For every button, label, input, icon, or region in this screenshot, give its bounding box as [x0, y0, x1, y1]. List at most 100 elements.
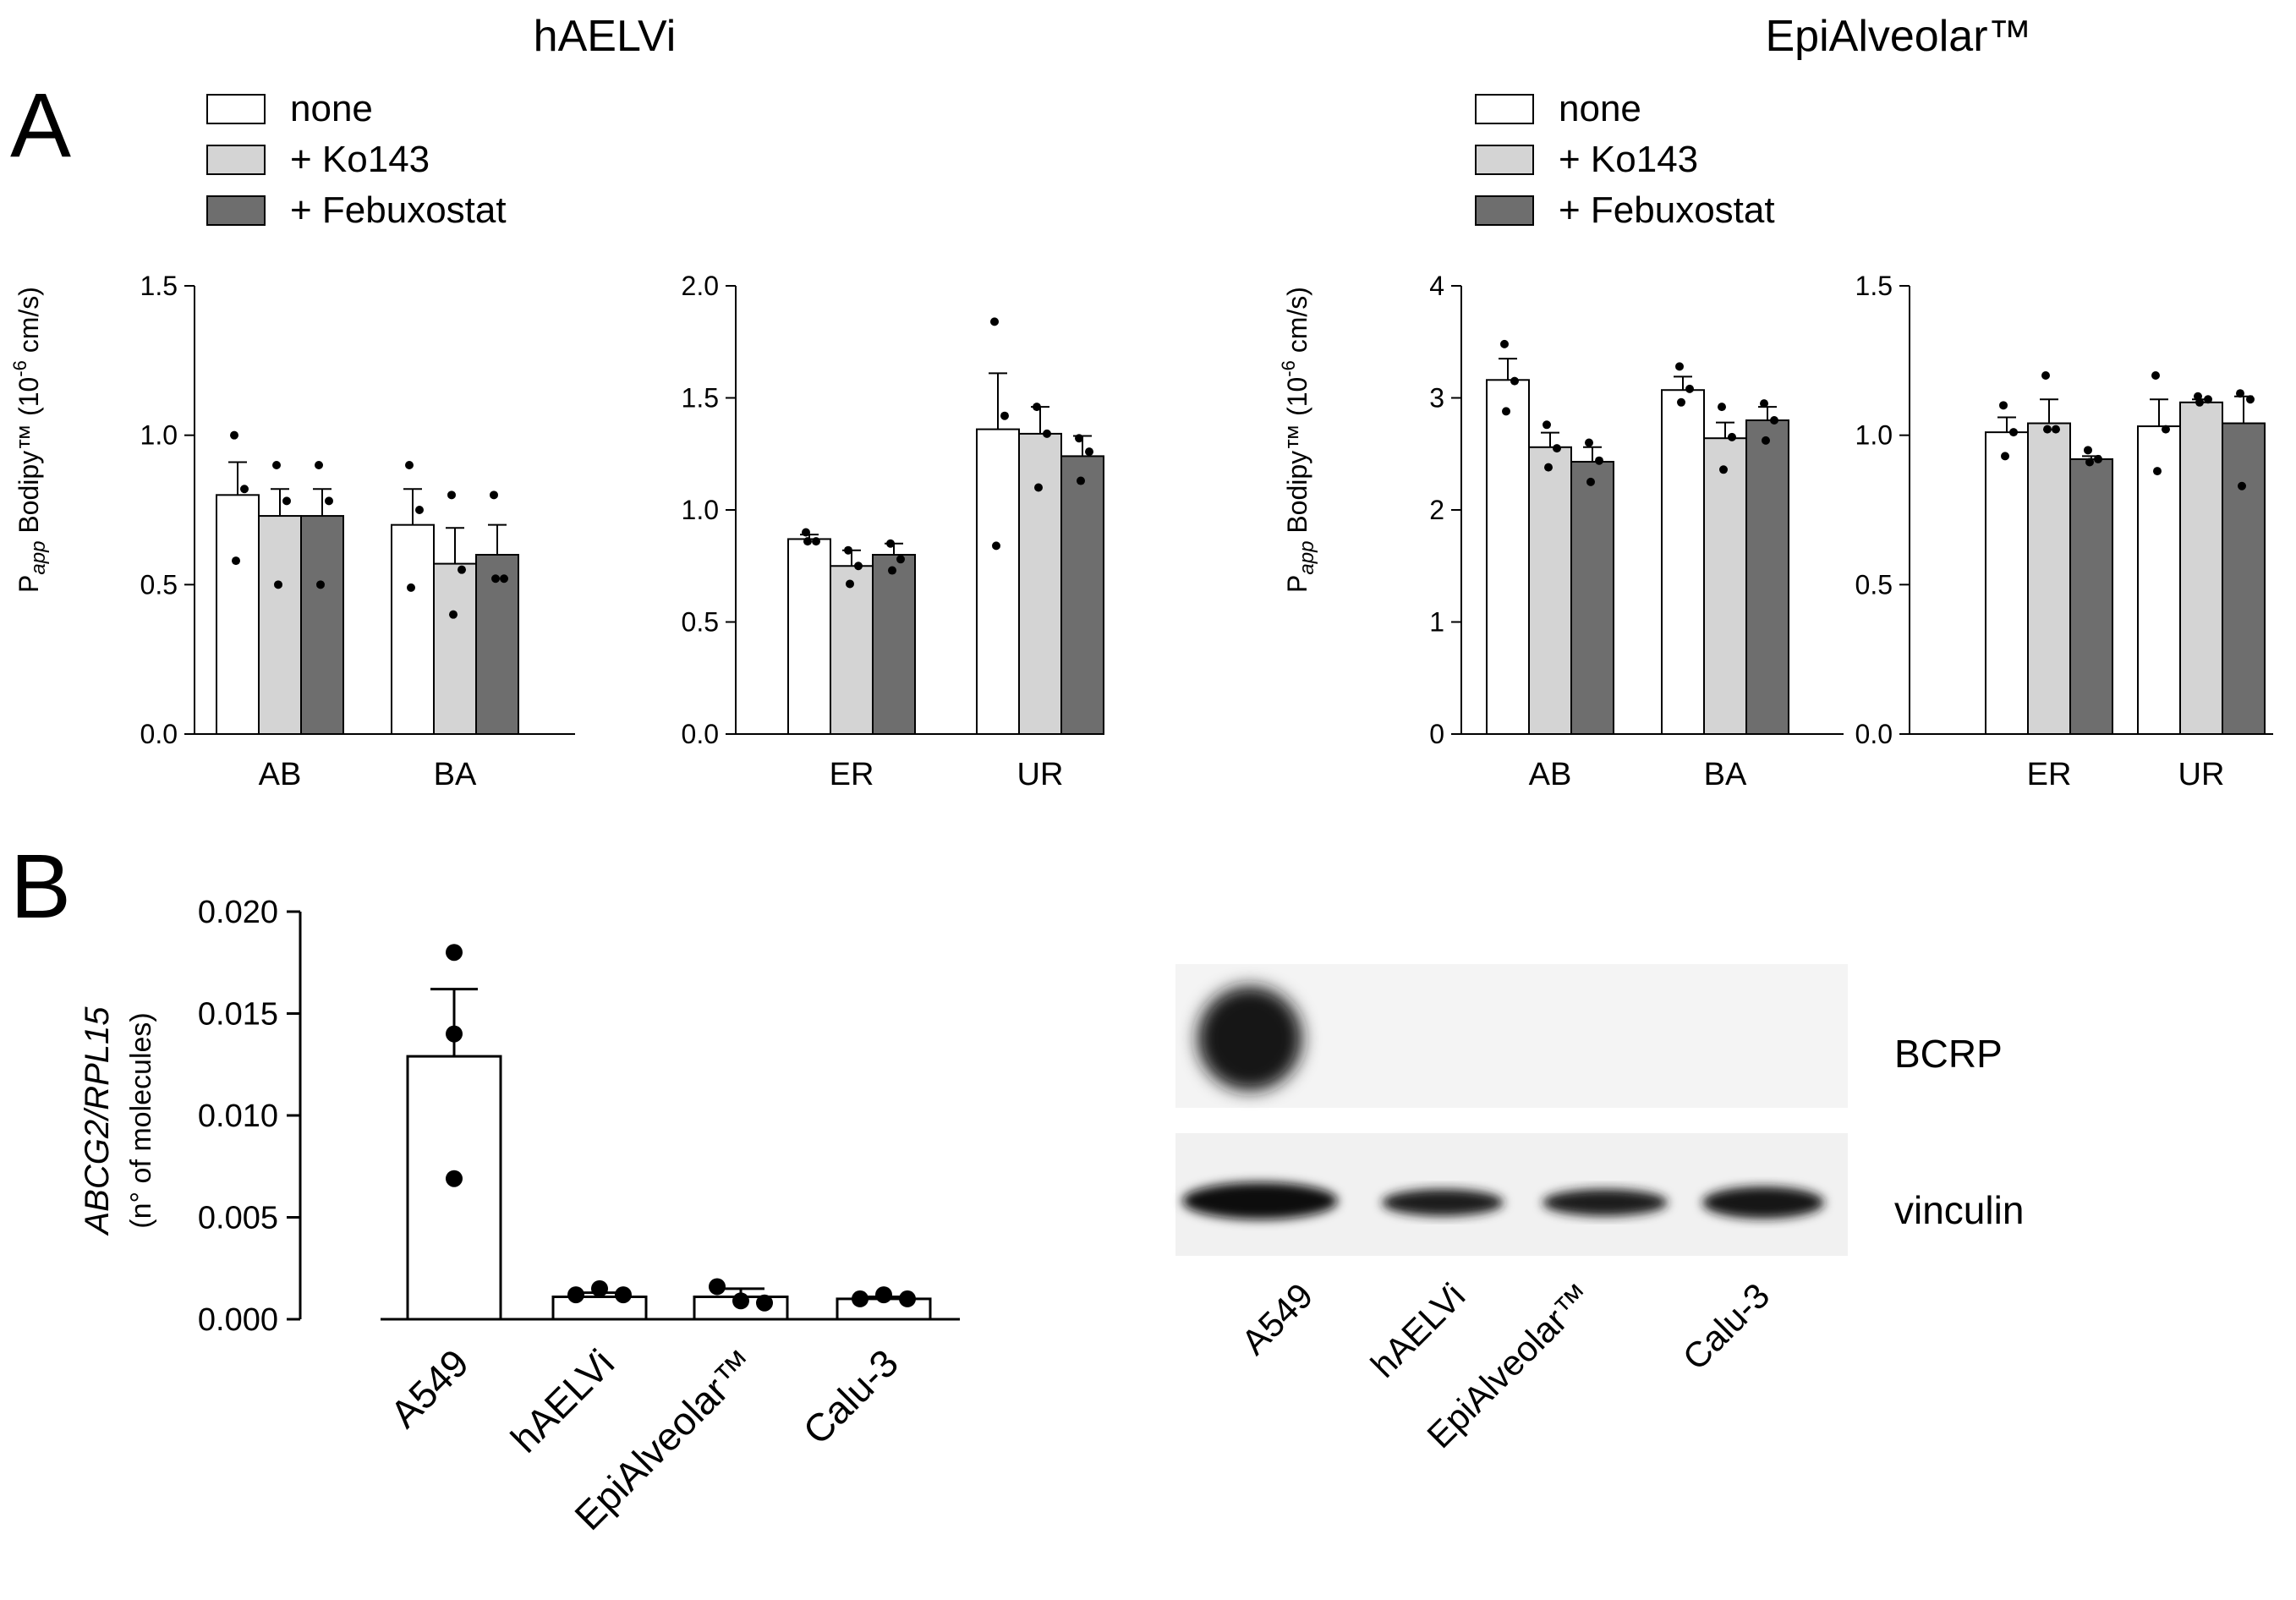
x-tick-label-b-0: A549 — [381, 1340, 477, 1436]
y-tick-label: 1.0 — [140, 420, 178, 451]
lane-label-a549: A549 — [1234, 1275, 1321, 1362]
data-point — [2094, 454, 2102, 463]
data-point — [2236, 389, 2244, 398]
data-point — [1675, 362, 1684, 371]
panel-label-b: B — [10, 835, 71, 937]
data-point — [230, 430, 238, 440]
y-tick-label: 3 — [1429, 383, 1444, 414]
legend-swatch-left-1 — [206, 145, 266, 175]
data-point — [854, 562, 863, 571]
x-tick-label-b-1: hAELVi — [502, 1340, 622, 1460]
y-tick-label: 0.0 — [140, 719, 178, 749]
bar-ER-2 — [872, 554, 916, 735]
bar-UR-2 — [1060, 455, 1104, 736]
data-point — [2043, 425, 2052, 434]
data-point-b — [709, 1278, 726, 1296]
y-tick-label: 1.5 — [140, 271, 178, 301]
data-point — [888, 566, 896, 575]
data-point — [500, 574, 508, 584]
bar-ER-1 — [2027, 422, 2071, 735]
x-tick-label-UR: UR — [2178, 757, 2225, 792]
bar-AB-1 — [1528, 446, 1572, 735]
data-point — [1075, 434, 1083, 443]
data-point — [1000, 411, 1009, 420]
y-tick-label: 0.5 — [140, 569, 178, 600]
data-point — [1543, 420, 1551, 430]
bar-AB-0 — [216, 494, 260, 735]
data-point — [405, 461, 414, 469]
y-tick-label: 2.0 — [682, 271, 719, 301]
data-point-b — [446, 1170, 463, 1187]
bar-BA-2 — [1745, 419, 1789, 735]
y-tick-label-b: 0.010 — [198, 1099, 278, 1134]
bar-AB-2 — [1570, 461, 1614, 736]
x-tick-label-UR: UR — [1017, 757, 1064, 792]
legend-label-left-1: + Ko143 — [290, 139, 430, 180]
bar-ER-0 — [787, 538, 831, 736]
legend-label-right-1: + Ko143 — [1559, 139, 1698, 180]
data-point-b — [756, 1294, 773, 1312]
data-point — [802, 528, 810, 537]
data-point — [1685, 384, 1694, 393]
data-point — [458, 565, 466, 574]
data-point — [1719, 465, 1728, 474]
data-point — [2153, 467, 2162, 476]
y-tick-label: 1.5 — [1855, 271, 1893, 301]
bar-BA-0 — [391, 523, 435, 736]
y-axis-label-papp-right: Papp Bodipy™ (10-6 cm/s) — [1278, 287, 1318, 593]
data-point — [990, 317, 999, 326]
y-tick-label-b: 0.000 — [198, 1302, 278, 1338]
y-tick-label-b: 0.020 — [198, 895, 278, 930]
lane-label-calu3: Calu-3 — [1675, 1275, 1778, 1378]
legend-swatch-right-1 — [1475, 145, 1534, 175]
western-blot: BCRP vinculin A549 hAELVi EpiAlveolar™ C… — [1175, 964, 2024, 1455]
x-tick-label-b-3: Calu-3 — [794, 1340, 907, 1453]
data-point — [896, 555, 905, 564]
y-tick-label: 0 — [1429, 719, 1444, 749]
panel-label-a: A — [10, 74, 71, 176]
y-tick-label: 1.5 — [682, 383, 719, 414]
bar-UR-0 — [2137, 425, 2181, 735]
data-point — [1718, 403, 1726, 412]
x-tick-label-ER: ER — [830, 757, 874, 792]
data-point — [1510, 376, 1519, 386]
x-tick-label-AB: AB — [259, 757, 302, 792]
data-point — [2001, 452, 2009, 461]
legend-swatch-right-0 — [1475, 94, 1534, 124]
bar-UR-1 — [1018, 432, 1062, 736]
band-vinculin-a549 — [1182, 1182, 1338, 1219]
bar-b-1 — [551, 1295, 648, 1321]
bar-BA-0 — [1661, 389, 1705, 735]
data-point-b — [567, 1286, 584, 1304]
legend-label-left-2: + Febuxostat — [290, 189, 507, 231]
data-point — [844, 545, 852, 555]
legend-label-left-0: none — [290, 88, 373, 129]
bar-UR-2 — [2222, 422, 2266, 735]
band-vinculin-epialveolar — [1543, 1189, 1668, 1216]
x-tick-label-ER: ER — [2027, 757, 2072, 792]
bar-AB-1 — [258, 515, 302, 735]
data-point — [992, 541, 1000, 551]
data-point — [2084, 446, 2092, 455]
data-point — [2041, 371, 2050, 380]
legend-label-right-2: + Febuxostat — [1559, 189, 1775, 231]
legend-swatch-left-2 — [206, 195, 266, 226]
data-point-b — [732, 1292, 749, 1310]
data-point — [1544, 463, 1553, 472]
bar-UR-0 — [976, 428, 1020, 735]
y-tick-label: 0.5 — [682, 607, 719, 638]
chart-a-3: 0.0 0.5 1.0 1.5 ER UR — [1855, 271, 2273, 792]
data-point-b — [446, 1025, 463, 1043]
data-point — [282, 496, 291, 506]
band-vinculin-calu3 — [1702, 1186, 1824, 1219]
bar-ER-0 — [1985, 431, 2029, 735]
data-point — [1770, 416, 1778, 425]
x-tick-label-BA: BA — [434, 757, 477, 792]
data-point — [1085, 447, 1093, 457]
data-point — [407, 583, 415, 592]
band-vinculin-haelvi — [1382, 1189, 1504, 1216]
y-tick-label: 0.0 — [1855, 719, 1893, 749]
title-epialveolar: EpiAlveolar™ — [1765, 12, 2031, 61]
